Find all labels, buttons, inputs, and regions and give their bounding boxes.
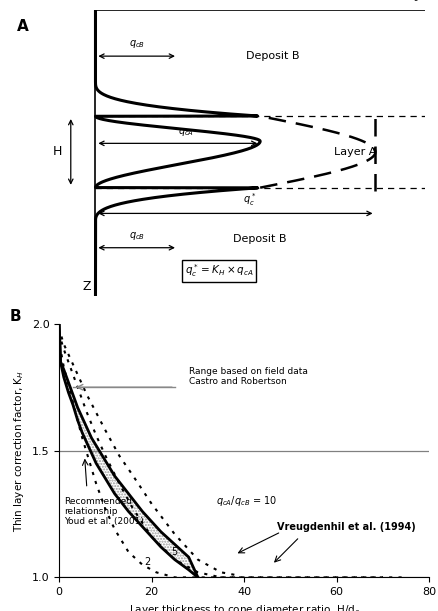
Text: $q_{cA}$: $q_{cA}$ — [178, 126, 194, 137]
Text: $q_c^* = K_H \times q_{cA}$: $q_c^* = K_H \times q_{cA}$ — [184, 262, 254, 279]
Text: Deposit B: Deposit B — [246, 51, 299, 61]
Text: Layer A: Layer A — [334, 147, 377, 157]
Text: $q_{cB}$: $q_{cB}$ — [129, 230, 145, 242]
Text: Z: Z — [83, 280, 92, 293]
Text: H: H — [53, 145, 63, 158]
Text: Deposit B: Deposit B — [233, 234, 287, 244]
Text: Vreugdenhil et al. (1994): Vreugdenhil et al. (1994) — [276, 522, 415, 532]
Text: Range based on field data
Castro and Robertson: Range based on field data Castro and Rob… — [189, 367, 307, 386]
X-axis label: Layer thickness to cone diameter ratio, H/d$_c$: Layer thickness to cone diameter ratio, … — [128, 602, 360, 611]
Text: $q_{cA}/q_{cB}$ = 10: $q_{cA}/q_{cB}$ = 10 — [216, 494, 278, 508]
Text: $q_c^*$: $q_c^*$ — [243, 191, 256, 208]
Y-axis label: Thin layer correction factor, K$_H$: Thin layer correction factor, K$_H$ — [12, 370, 26, 532]
Text: $q_c^*$: $q_c^*$ — [406, 0, 421, 5]
Text: 2: 2 — [144, 557, 150, 567]
Text: $q_{cB}$: $q_{cB}$ — [129, 38, 145, 51]
Text: B: B — [9, 309, 21, 324]
Text: 5: 5 — [172, 547, 178, 557]
Text: A: A — [17, 19, 29, 34]
Text: Recommended
relationship
Youd et al. (2001): Recommended relationship Youd et al. (20… — [64, 497, 144, 526]
